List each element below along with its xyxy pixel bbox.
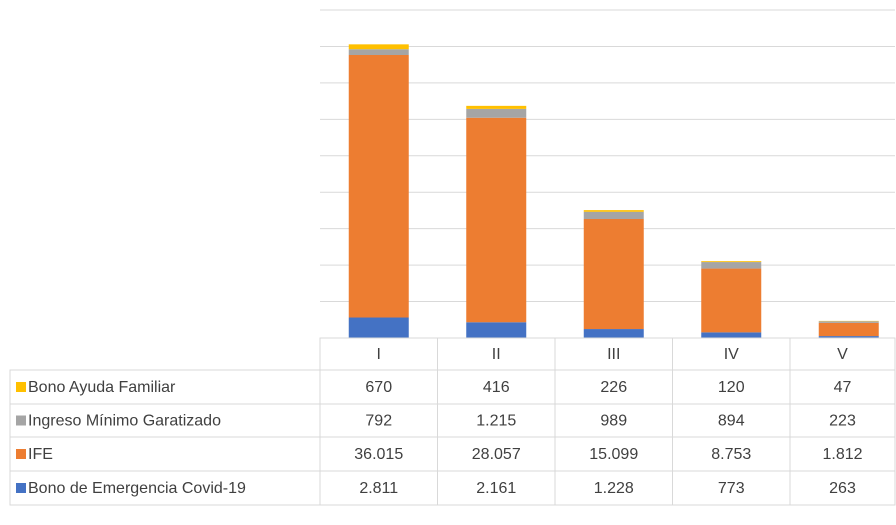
- value-label: 2.161: [476, 480, 516, 497]
- category-label: V: [837, 346, 848, 363]
- category-label: I: [377, 346, 381, 363]
- bar-segment: [348, 55, 409, 318]
- bar-segment: [701, 332, 762, 338]
- value-label: 15.099: [589, 446, 638, 463]
- table-cell: [789, 470, 896, 506]
- value-label: 263: [829, 480, 856, 497]
- legend-label: Ingreso Mínimo Garatizado: [28, 413, 221, 430]
- bar-segment: [348, 49, 409, 56]
- bar-segment: [818, 322, 879, 337]
- bar-segment: [701, 262, 762, 269]
- bar-segment: [701, 261, 762, 263]
- value-label: 989: [600, 413, 627, 430]
- bar-segment: [466, 105, 527, 109]
- category-label: II: [492, 346, 501, 363]
- bar-segment: [466, 108, 527, 118]
- legend-swatch: [16, 382, 26, 392]
- value-label: 28.057: [472, 446, 521, 463]
- value-label: 47: [834, 379, 852, 396]
- bar-segment: [818, 321, 879, 323]
- legend-label: IFE: [28, 446, 53, 463]
- legend-swatch: [16, 415, 26, 426]
- value-label: 1.228: [594, 480, 634, 497]
- value-label: 1.812: [822, 446, 862, 463]
- value-label: 8.753: [711, 446, 751, 463]
- value-label: 894: [718, 413, 745, 430]
- value-label: 792: [365, 413, 392, 430]
- bar-segment: [583, 329, 644, 338]
- category-label: III: [607, 346, 620, 363]
- bar-segment: [348, 317, 409, 338]
- bar-segment: [466, 322, 527, 338]
- value-label: 670: [365, 379, 392, 396]
- bar-segment: [466, 117, 527, 323]
- bar-segment: [583, 210, 644, 212]
- value-label: 223: [829, 413, 856, 430]
- legend-label: Bono de Emergencia Covid-19: [28, 480, 246, 497]
- legend-label: Bono Ayuda Familiar: [28, 379, 176, 396]
- legend-swatch: [16, 449, 26, 459]
- legend-swatch: [16, 483, 26, 493]
- value-label: 226: [600, 379, 627, 396]
- bar-segment: [583, 211, 644, 219]
- value-label: 1.215: [476, 413, 516, 430]
- value-label: 2.811: [359, 480, 398, 497]
- bar-segment: [583, 218, 644, 330]
- value-label: 36.015: [354, 446, 403, 463]
- value-label: 773: [718, 480, 745, 497]
- value-label: 416: [483, 379, 510, 396]
- bar-segment: [348, 44, 409, 50]
- category-label: IV: [724, 346, 739, 363]
- value-label: 120: [718, 379, 745, 396]
- table-cell: [9, 436, 321, 472]
- bar-segment: [701, 268, 762, 333]
- bar-segment: [818, 336, 879, 338]
